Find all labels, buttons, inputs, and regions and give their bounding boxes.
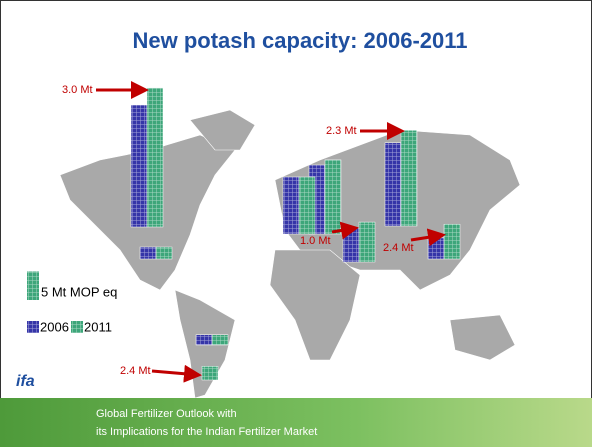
- slide: New potash capacity: 2006-2011 ifa Globa…: [0, 0, 592, 447]
- bar-texture: [71, 321, 83, 333]
- bar-texture: [140, 247, 156, 259]
- annotation: 2.3 Mt: [326, 125, 357, 137]
- legend-label: 2011: [84, 319, 112, 334]
- bar-texture: [325, 160, 341, 234]
- title: New potash capacity: 2006-2011: [132, 28, 467, 53]
- bar-texture: [283, 177, 299, 234]
- logo: ifa: [16, 373, 35, 390]
- bar-texture: [27, 321, 39, 333]
- annotation: 2.4 Mt: [120, 365, 151, 377]
- bar-texture: [212, 335, 228, 345]
- bar-texture: [27, 272, 39, 301]
- footer-band: [0, 398, 592, 447]
- bar-texture: [196, 335, 212, 345]
- annotation: 2.4 Mt: [383, 242, 414, 254]
- bar-texture: [359, 222, 375, 262]
- bar-texture: [202, 366, 218, 380]
- bar-texture: [401, 130, 417, 226]
- bar-texture: [444, 224, 460, 259]
- legend-label: 2006: [40, 319, 69, 334]
- annotation: 3.0 Mt: [62, 84, 93, 96]
- bar-texture: [343, 228, 359, 262]
- scale-key-label: 5 Mt MOP eq: [41, 284, 117, 299]
- bar-texture: [299, 177, 315, 234]
- bar-texture: [131, 105, 147, 227]
- footer-line: its Implications for the Indian Fertiliz…: [96, 426, 317, 438]
- bar-texture: [156, 247, 172, 259]
- annotation: 1.0 Mt: [300, 235, 331, 247]
- footer-line: Global Fertilizer Outlook with: [96, 408, 237, 420]
- bar-texture: [428, 238, 444, 259]
- bar-texture: [147, 88, 163, 227]
- bar-texture: [385, 143, 401, 226]
